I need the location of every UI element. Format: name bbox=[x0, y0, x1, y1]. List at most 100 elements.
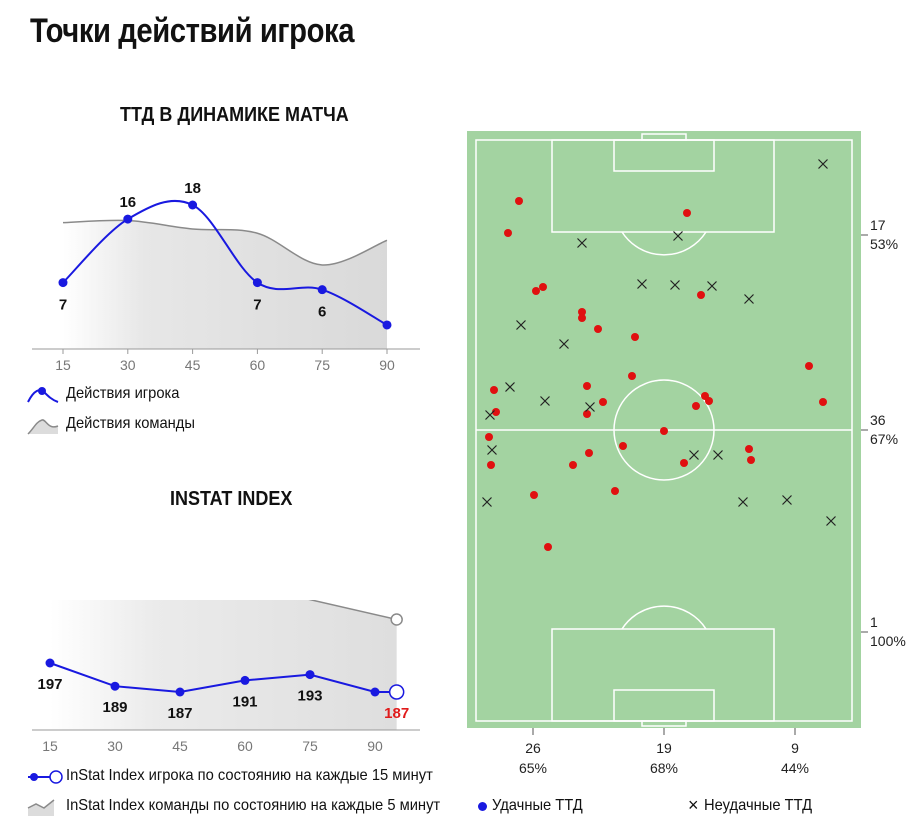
successful-action-point bbox=[530, 491, 538, 499]
row-stat-pct: 67% bbox=[870, 431, 898, 447]
data-label: 6 bbox=[318, 304, 326, 321]
x-tick-label: 75 bbox=[302, 738, 318, 754]
col-stat-pct: 65% bbox=[519, 760, 547, 776]
row-stat-count: 1 bbox=[870, 614, 878, 630]
bottom-penalty-arc bbox=[621, 605, 707, 630]
team-area-legend-icon bbox=[27, 419, 59, 435]
legend-label: Действия игрока bbox=[66, 385, 180, 402]
successful-action-point bbox=[583, 410, 591, 418]
top-goal bbox=[641, 133, 687, 141]
unsuccessful-action-point bbox=[744, 294, 754, 304]
ttd-chart: 15 30 45 60 75 90 7 16 18 7 6 bbox=[32, 180, 420, 373]
x-tick-label: 75 bbox=[314, 357, 330, 373]
player-actions-point bbox=[317, 285, 327, 295]
unsuccessful-action-point bbox=[670, 280, 680, 290]
successful-action-point bbox=[805, 362, 813, 370]
x-tick-label: 30 bbox=[107, 738, 123, 754]
row-stat-count: 17 bbox=[870, 217, 886, 233]
unsuccessful-action-point bbox=[487, 445, 497, 455]
unsuccessful-action-point bbox=[577, 238, 587, 248]
player-index-current-point bbox=[388, 684, 405, 700]
x-tick-label: 30 bbox=[120, 357, 136, 373]
successful-action-point bbox=[544, 543, 552, 551]
unsuccessful-action-point bbox=[516, 320, 526, 330]
legend-label: InStat Index команды по состоянию на каж… bbox=[66, 797, 441, 814]
unsuccessful-action-point bbox=[782, 495, 792, 505]
successful-action-point bbox=[504, 229, 512, 237]
successful-action-point bbox=[578, 314, 586, 322]
x-tick-label: 90 bbox=[367, 738, 383, 754]
successful-action-point bbox=[585, 449, 593, 457]
col-stat-pct: 68% bbox=[650, 760, 678, 776]
legend-item-player-index: InStat Index игрока по состоянию на кажд… bbox=[26, 766, 466, 788]
successful-action-point bbox=[492, 408, 500, 416]
x-tick-label: 90 bbox=[379, 357, 395, 373]
player-actions-point bbox=[123, 214, 133, 224]
successful-action-point bbox=[487, 461, 495, 469]
unsuccessful-action-point bbox=[673, 231, 683, 241]
ttd-chart-title: ТТД В ДИНАМИКЕ МАТЧА bbox=[120, 104, 349, 126]
successful-action-point bbox=[539, 283, 547, 291]
col-stat-count: 19 bbox=[656, 740, 672, 756]
x-tick-label: 60 bbox=[237, 738, 253, 754]
team-actions-area bbox=[63, 220, 387, 349]
successful-action-point bbox=[578, 308, 586, 316]
player-index-point bbox=[110, 681, 120, 691]
row-stat-pct: 100% bbox=[870, 633, 906, 649]
team-index-legend-icon bbox=[27, 799, 55, 816]
successful-action-point bbox=[692, 402, 700, 410]
row-stat-pct: 53% bbox=[870, 236, 898, 252]
unsuccessful-action-point bbox=[707, 281, 717, 291]
data-label: 18 bbox=[184, 180, 201, 197]
legend-item-unsuccessful: × Неудачные ТТД bbox=[688, 795, 868, 818]
successful-action-point bbox=[745, 445, 753, 453]
data-label: 7 bbox=[59, 297, 67, 314]
unsuccessful-action-point bbox=[637, 279, 647, 289]
successful-action-point bbox=[532, 287, 540, 295]
successful-action-point bbox=[683, 209, 691, 217]
legend-item-team-actions: Действия команды bbox=[26, 414, 286, 436]
unsuccessful-action-point bbox=[559, 339, 569, 349]
player-index-legend-icon bbox=[28, 770, 63, 784]
successful-action-point bbox=[569, 461, 577, 469]
successful-action-point bbox=[583, 382, 591, 390]
successful-action-point bbox=[697, 291, 705, 299]
data-label: 197 bbox=[37, 676, 62, 693]
legend-label: Удачные ТТД bbox=[492, 797, 583, 814]
instat-chart-title: INSTAT INDEX bbox=[170, 488, 293, 510]
successful-action-point bbox=[599, 398, 607, 406]
center-circle bbox=[613, 379, 715, 481]
unsuccessful-action-point bbox=[505, 382, 515, 392]
row-stat-count: 36 bbox=[870, 412, 886, 428]
x-tick-label: 45 bbox=[172, 738, 188, 754]
unsuccessful-action-point bbox=[540, 396, 550, 406]
unsuccessful-action-point bbox=[713, 450, 723, 460]
top-penalty-arc bbox=[621, 231, 707, 256]
data-label: 191 bbox=[232, 693, 257, 710]
team-actions-line bbox=[62, 219, 388, 266]
legend-label: Неудачные ТТД bbox=[704, 797, 813, 814]
unsuccessful-action-point bbox=[818, 159, 828, 169]
legend-label: InStat Index игрока по состоянию на кажд… bbox=[66, 767, 433, 784]
unsuccessful-action-point bbox=[689, 450, 699, 460]
col-stat-pct: 44% bbox=[781, 760, 809, 776]
unsuccessful-action-point bbox=[738, 497, 748, 507]
data-label: 189 bbox=[102, 699, 127, 716]
team-index-end-point bbox=[390, 613, 403, 626]
successful-action-point bbox=[515, 197, 523, 205]
player-index-point bbox=[370, 687, 380, 697]
unsuccessful-action-point bbox=[585, 402, 595, 412]
legend-item-player-actions: Действия игрока bbox=[26, 384, 286, 406]
x-tick-label: 15 bbox=[42, 738, 58, 754]
legend-item-team-index: InStat Index команды по состоянию на каж… bbox=[26, 796, 466, 818]
col-stat-count: 26 bbox=[525, 740, 541, 756]
successful-action-point bbox=[660, 427, 668, 435]
page-title: Точки действий игрока bbox=[30, 12, 355, 50]
data-label: 16 bbox=[119, 194, 136, 211]
unsuccessful-action-point bbox=[482, 497, 492, 507]
team-index-line bbox=[308, 600, 397, 621]
col-stat-count: 9 bbox=[791, 740, 799, 756]
data-label: 7 bbox=[253, 297, 261, 314]
player-index-point bbox=[305, 670, 315, 680]
unsuccessful-action-point bbox=[485, 410, 495, 420]
